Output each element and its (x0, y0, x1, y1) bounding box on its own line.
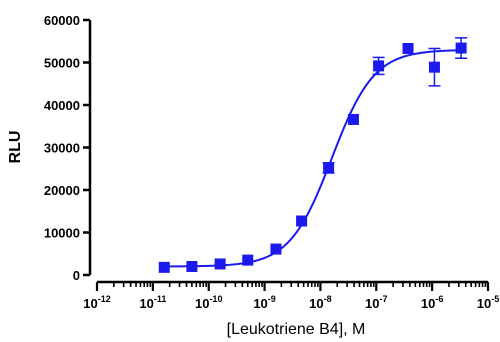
x-tick-label: 10-10 (195, 294, 222, 311)
x-tick-label: 10-12 (83, 294, 110, 311)
data-point (428, 61, 440, 73)
y-tick-label: 0 (73, 268, 80, 283)
data-point (296, 215, 308, 227)
data-points (158, 37, 468, 273)
x-tick-label: 10-5 (477, 294, 499, 311)
y-tick-label: 10000 (44, 226, 80, 241)
data-point (323, 162, 335, 174)
y-tick-label: 30000 (44, 141, 80, 156)
data-point (242, 254, 254, 266)
data-point (347, 113, 359, 125)
data-point (186, 261, 198, 272)
data-point (373, 60, 385, 72)
data-point (158, 261, 170, 273)
x-tick-label: 10-9 (253, 294, 275, 311)
fit-curve-group (164, 49, 462, 268)
x-tick-label: 10-7 (365, 294, 387, 311)
axes (83, 18, 490, 291)
data-point (270, 243, 282, 255)
x-axis-title: [Leukotriene B4], M (227, 321, 366, 338)
x-tick-label: 10-6 (421, 294, 443, 311)
x-tick-label: 10-8 (309, 294, 331, 311)
y-tick-label: 50000 (44, 56, 80, 71)
y-axis-title: RLU (7, 131, 24, 164)
y-tick-label: 40000 (44, 98, 80, 113)
data-point (455, 42, 467, 54)
fit-curve (164, 49, 462, 268)
tick-labels: 0 10000 20000 30000 40000 50000 60000 10-12 10-1… (44, 13, 499, 311)
y-tick-label: 20000 (44, 183, 80, 198)
data-point (214, 258, 226, 270)
x-tick-label: 10-11 (139, 294, 166, 311)
data-point (402, 42, 414, 54)
y-tick-label: 60000 (44, 13, 80, 28)
